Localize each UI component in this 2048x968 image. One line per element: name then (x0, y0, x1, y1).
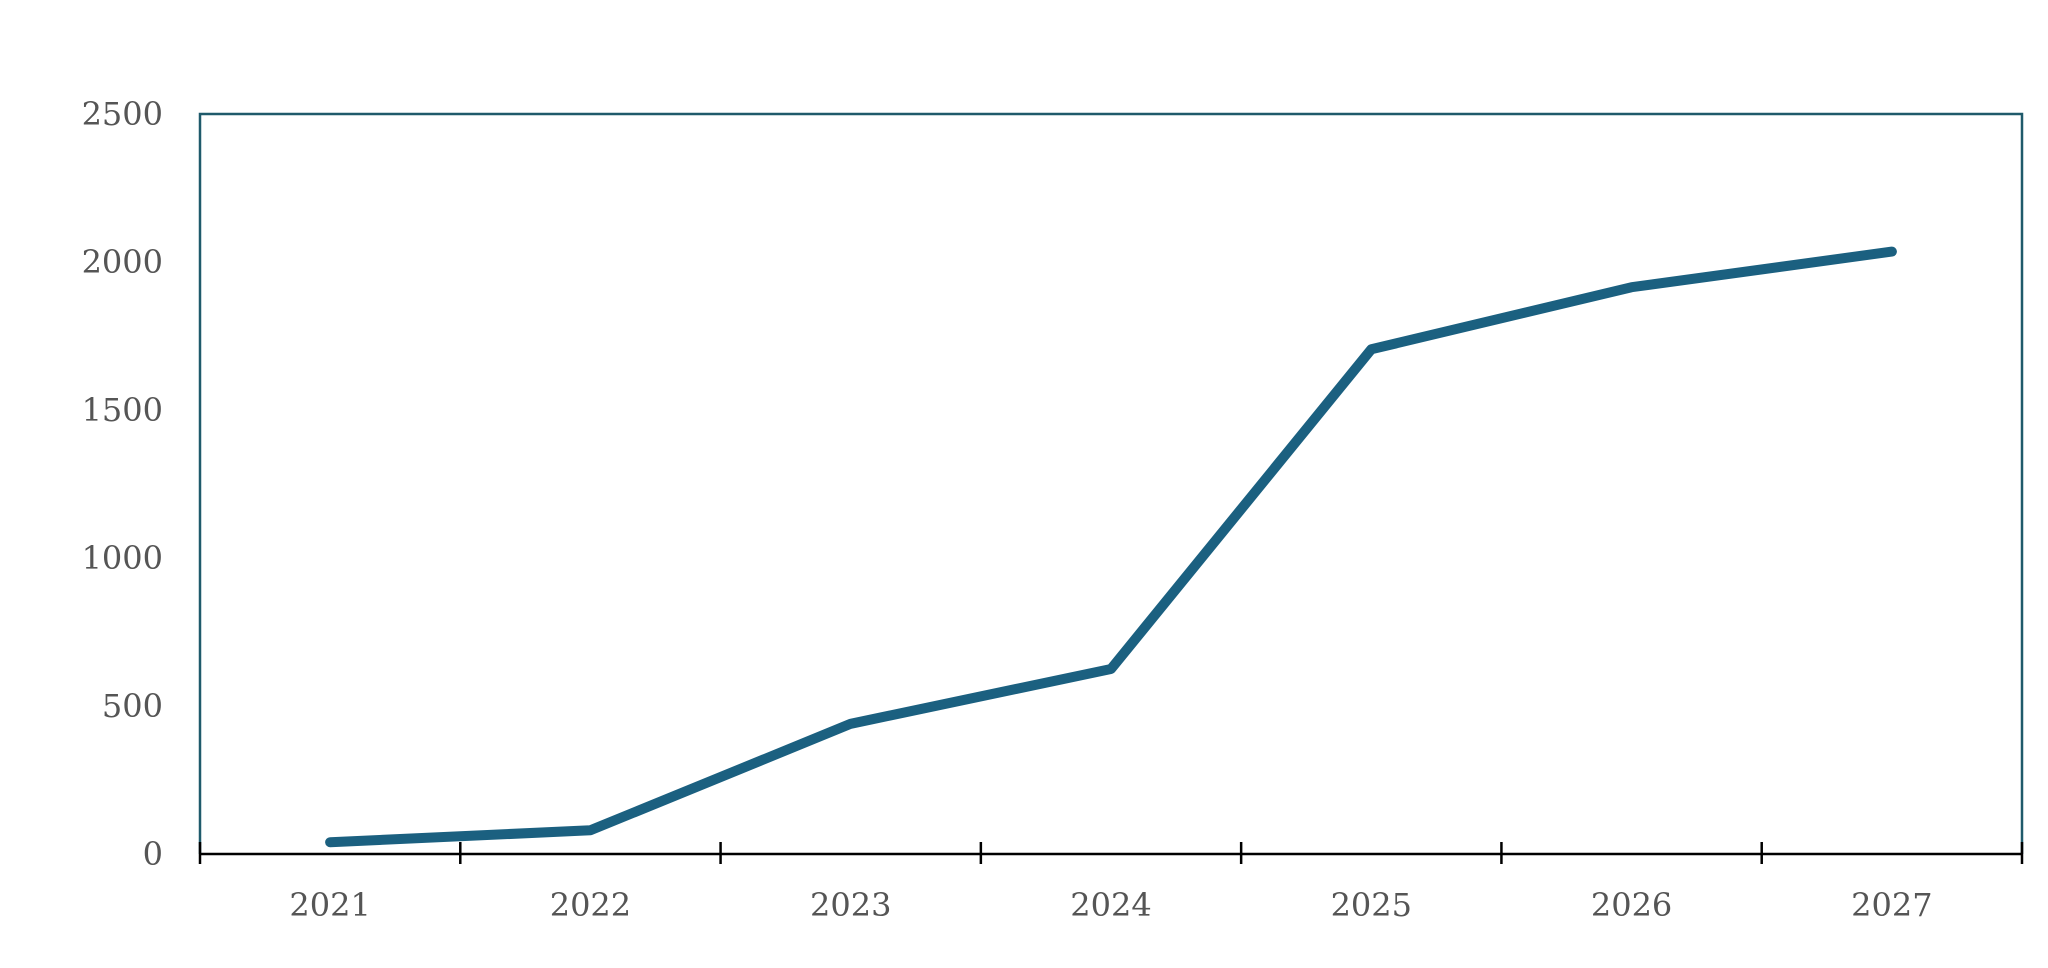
y-tick-label: 2500 (82, 95, 163, 133)
series-layer (330, 252, 1892, 843)
x-tick-label: 2027 (1851, 886, 1932, 924)
x-tick-label: 2023 (810, 886, 891, 924)
y-tick-label: 0 (143, 835, 163, 873)
series-line (330, 252, 1892, 843)
plot-frame (200, 114, 2022, 854)
y-tick-label: 1000 (82, 539, 163, 577)
y-tick-label: 2000 (82, 243, 163, 281)
y-tick-label: 500 (102, 687, 163, 725)
x-tick-label: 2026 (1591, 886, 1672, 924)
plot-frame-layer (200, 114, 2022, 854)
x-tick-label: 2025 (1331, 886, 1412, 924)
y-axis-tick-labels: 0 500 1000 1500 2000 2500 (82, 95, 163, 873)
y-tick-label: 1500 (82, 391, 163, 429)
x-tick-label: 2022 (550, 886, 631, 924)
x-tick-label: 2024 (1070, 886, 1151, 924)
x-tick-label: 2021 (289, 886, 370, 924)
